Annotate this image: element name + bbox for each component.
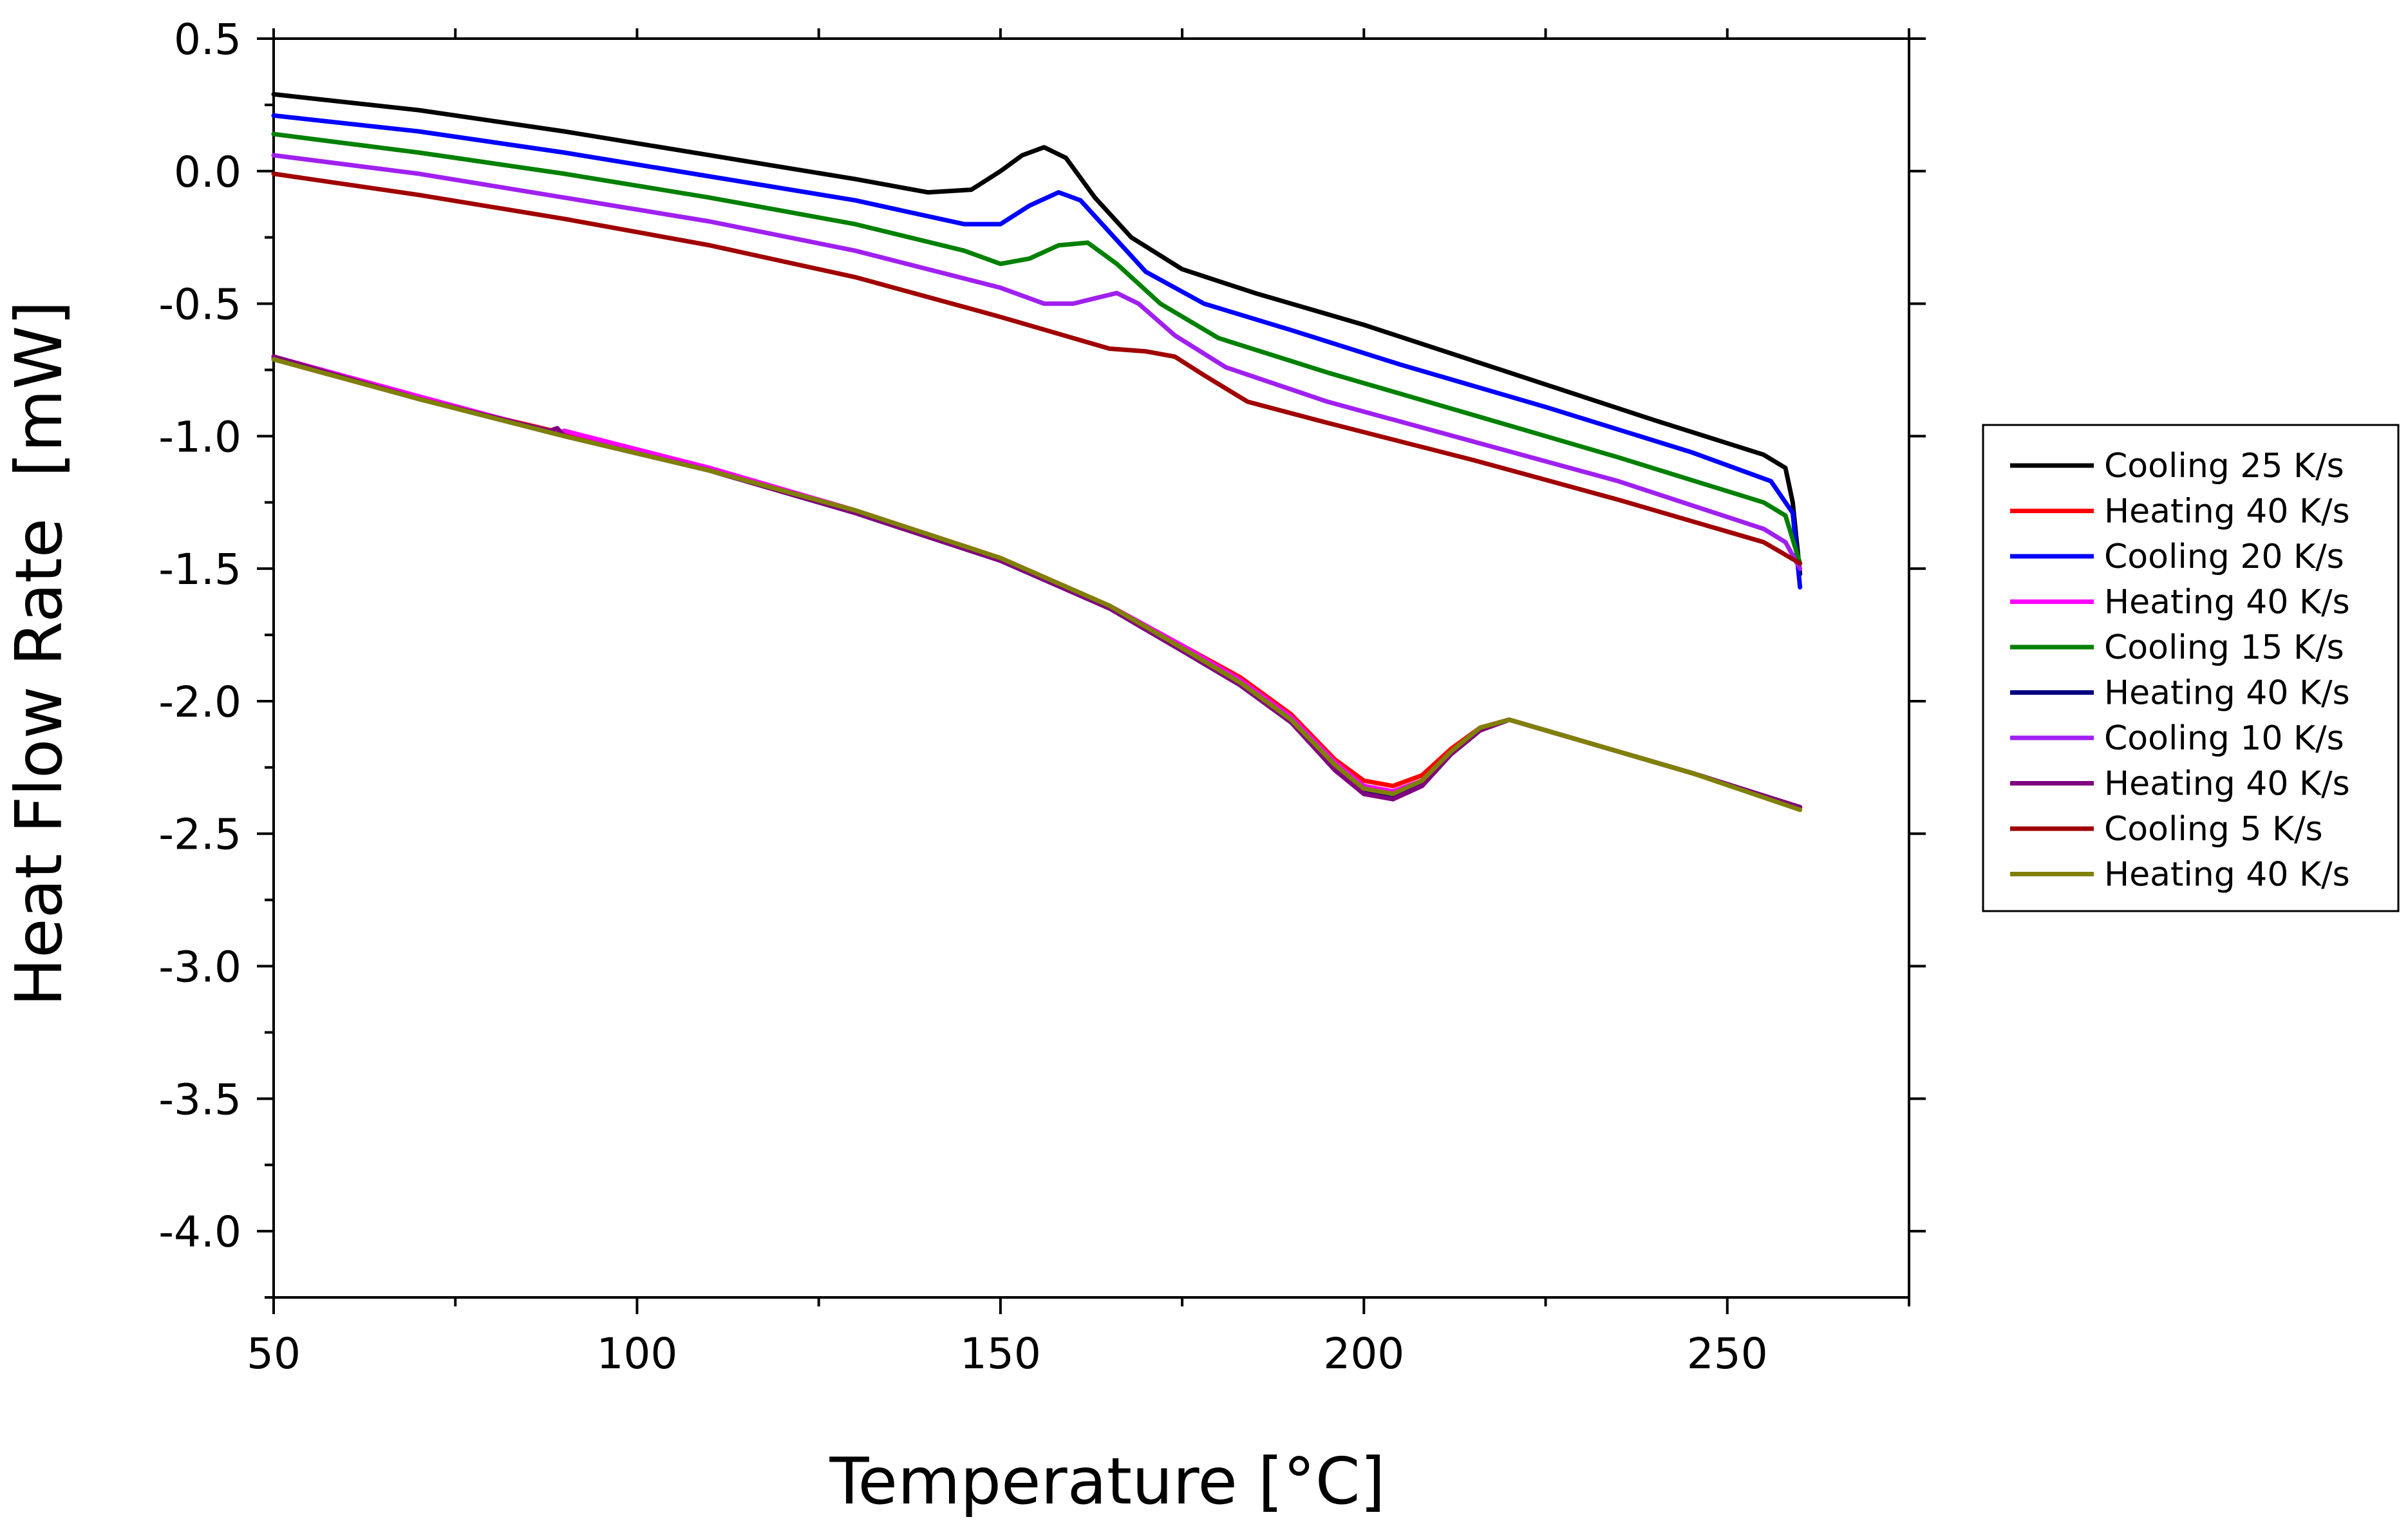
series-line-10	[271, 357, 1803, 813]
series-line-3	[271, 113, 1803, 590]
legend-label-2: Heating 40 K/s	[2104, 493, 2350, 531]
series-line-9	[271, 171, 1803, 566]
x-tick-label-150: 150	[960, 1329, 1041, 1379]
y-tick-label: -4.0	[158, 1207, 241, 1257]
y-tick-label: -2.0	[158, 677, 241, 727]
y-tick-label: -2.5	[158, 810, 241, 860]
x-tick-label-50: 50	[247, 1329, 301, 1379]
y-tick-label: -1.0	[158, 412, 241, 462]
legend-label-1: Cooling 25 K/s	[2104, 447, 2344, 485]
legend-label-8: Heating 40 K/s	[2104, 765, 2350, 804]
legend-label-9: Cooling 5 K/s	[2104, 810, 2323, 849]
legend-label-5: Cooling 15 K/s	[2104, 628, 2344, 667]
legend-label-3: Cooling 20 K/s	[2104, 538, 2344, 576]
legend-label-4: Heating 40 K/s	[2104, 583, 2350, 622]
legend-label-10: Heating 40 K/s	[2104, 856, 2350, 894]
axes-layer: 50 100 150 200 250 0.5 0.0 -0.5 -1.0 -1.5 -2.0 -2.5…	[158, 15, 1926, 1379]
series-line-1	[271, 91, 1803, 576]
plot-frame	[272, 37, 1910, 1299]
series-line-7	[271, 153, 1803, 571]
legend: Cooling 25 K/s Heating 40 K/s Cooling 20 K…	[1982, 424, 2400, 912]
x-tick-label-100: 100	[596, 1329, 677, 1379]
y-tick-label: -3.5	[158, 1075, 241, 1124]
legend-label-6: Heating 40 K/s	[2104, 674, 2350, 713]
series-line-5	[271, 131, 1803, 566]
x-tick-label-250: 250	[1687, 1329, 1768, 1379]
x-tick-label-200: 200	[1323, 1329, 1404, 1379]
y-axis-title: Heat Flow Rate [mW]	[1, 301, 77, 1006]
plot-area	[272, 37, 1910, 1299]
y-tick-label: 0.5	[174, 15, 241, 64]
series-layer	[271, 91, 1803, 813]
y-tick-label: -1.5	[158, 545, 241, 594]
x-axis-title: Temperature [°C]	[829, 1444, 1385, 1519]
legend-label-7: Cooling 10 K/s	[2104, 719, 2344, 758]
y-tick-label: 0.0	[174, 147, 241, 197]
y-tick-label: -3.0	[158, 943, 241, 992]
y-tick-label: -0.5	[158, 280, 241, 330]
